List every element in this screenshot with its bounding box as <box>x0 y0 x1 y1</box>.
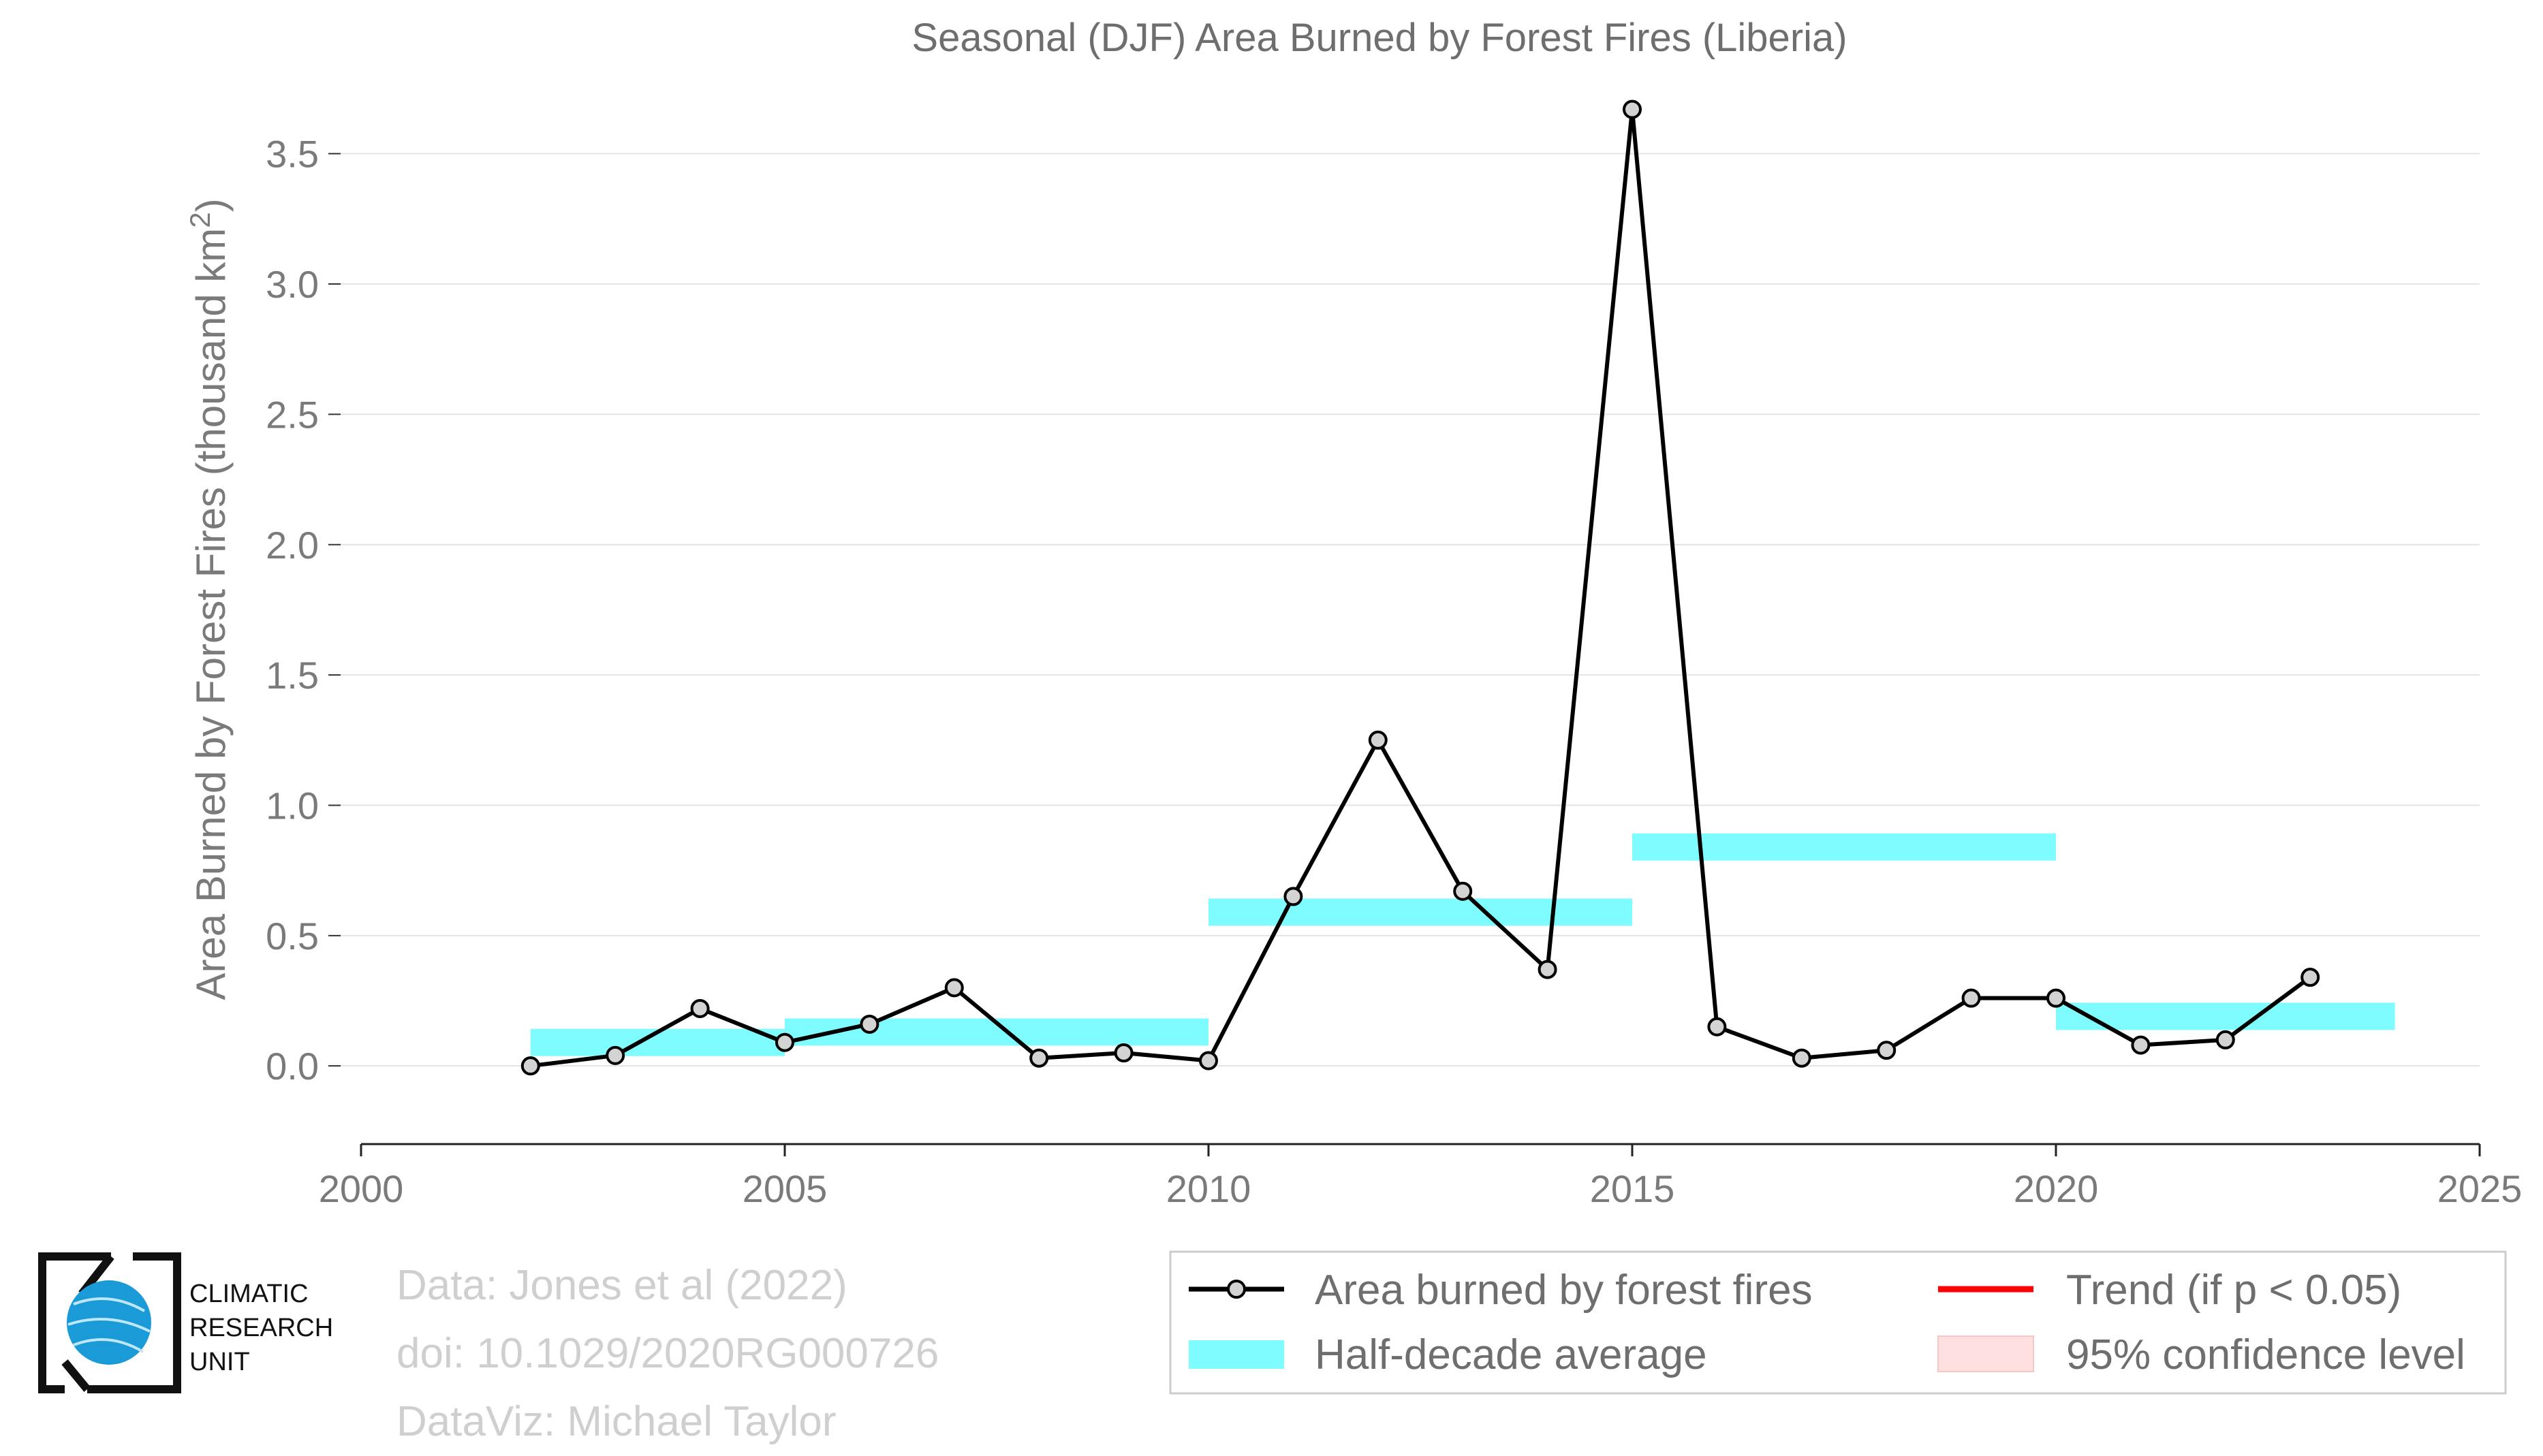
x-axis: 2000 2005 2010 2015 2020 2025 <box>319 1143 2523 1210</box>
data-point <box>1368 730 1388 750</box>
data-point <box>944 978 964 998</box>
logo-text-climatic: CLIMATIC <box>189 1280 309 1308</box>
data-point <box>2131 1035 2151 1055</box>
legend-marker-icon <box>1227 1280 1246 1299</box>
y-axis-label: Area Burned by Forest Fires (thousand km… <box>184 198 234 1000</box>
half-decade-average-bars <box>530 833 2395 1056</box>
data-point <box>1538 960 1557 979</box>
y-tick-label: 3.5 <box>266 133 319 176</box>
legend-label-confidence: 95% confidence level <box>2066 1331 2465 1378</box>
y-axis-label-superscript: 2 <box>184 212 216 227</box>
logo-text-unit: UNIT <box>189 1348 250 1376</box>
credit-dataviz: DataViz: Michael Taylor <box>396 1398 837 1445</box>
globe-lines-icon <box>67 1297 151 1353</box>
x-tick-label: 2020 <box>2014 1167 2099 1210</box>
logo-bracket-right-icon <box>87 1252 181 1393</box>
series-area-burned <box>520 99 2320 1076</box>
y-tick-label: 2.5 <box>266 393 319 436</box>
data-point <box>1283 887 1303 906</box>
legend-label-half-decade: Half-decade average <box>1315 1331 1707 1378</box>
half-decade-average-bar <box>1632 833 2056 861</box>
y-tick-label: 1.5 <box>266 654 319 697</box>
x-tick-label: 2000 <box>319 1167 404 1210</box>
data-point <box>860 1014 879 1034</box>
data-point <box>1453 881 1473 901</box>
data-point <box>690 998 710 1018</box>
series-line <box>530 107 2311 1069</box>
chart-title: Seasonal (DJF) Area Burned by Forest Fir… <box>911 16 1847 60</box>
data-point <box>1877 1041 1897 1060</box>
legend-half-decade-patch-icon <box>1189 1340 1284 1369</box>
legend-confidence-patch-icon <box>1937 1335 2034 1372</box>
y-tick-label: 0.5 <box>266 915 319 958</box>
data-point <box>1623 99 1642 119</box>
data-point <box>1199 1051 1218 1071</box>
y-tick-labels: 0.0 0.5 1.0 1.5 2.0 2.5 3.0 3.5 <box>266 133 341 1088</box>
legend: Area burned by forest fires Trend (if p … <box>1169 1250 2507 1395</box>
y-tick-label: 0.0 <box>266 1045 319 1088</box>
data-credits: Data: Jones et al (2022) doi: 10.1029/20… <box>396 1252 939 1456</box>
legend-label-area-burned: Area burned by forest fires <box>1315 1267 1813 1314</box>
cru-logo: CLIMATIC RESEARCH UNIT <box>38 1252 333 1393</box>
data-point <box>2215 1030 2235 1049</box>
y-tick-label: 3.0 <box>266 263 319 306</box>
logo-bracket-left-icon <box>38 1252 111 1393</box>
half-decade-average-bar <box>1208 898 1632 926</box>
y-tick-label: 2.0 <box>266 524 319 567</box>
half-decade-average-bar <box>2056 1002 2395 1030</box>
x-tick-label: 2010 <box>1166 1167 1251 1210</box>
credit-doi: doi: 10.1029/2020RG000726 <box>396 1330 939 1377</box>
legend-frame <box>1169 1250 2507 1395</box>
grid-lines <box>341 153 2480 1067</box>
y-axis-label-main: Area Burned by Forest Fires (thousand km <box>188 228 234 1000</box>
data-point <box>2046 988 2065 1008</box>
y-axis-label-close: ) <box>188 198 234 212</box>
x-tick-label: 2025 <box>2437 1167 2523 1210</box>
x-tick-label: 2005 <box>743 1167 828 1210</box>
legend-label-trend: Trend (if p < 0.05) <box>2066 1267 2401 1314</box>
data-point <box>1961 988 1981 1008</box>
logo-text-research: RESEARCH <box>189 1314 333 1342</box>
x-tick-label: 2015 <box>1590 1167 1675 1210</box>
data-point <box>2300 968 2320 987</box>
data-point <box>1114 1043 1134 1063</box>
data-point <box>520 1056 540 1076</box>
data-point <box>775 1032 794 1052</box>
data-point <box>1792 1048 1811 1068</box>
credit-data-source: Data: Jones et al (2022) <box>396 1262 847 1309</box>
y-tick-label: 1.0 <box>266 784 319 827</box>
data-point <box>1029 1048 1049 1068</box>
data-point <box>606 1045 625 1065</box>
data-point <box>1707 1017 1727 1036</box>
